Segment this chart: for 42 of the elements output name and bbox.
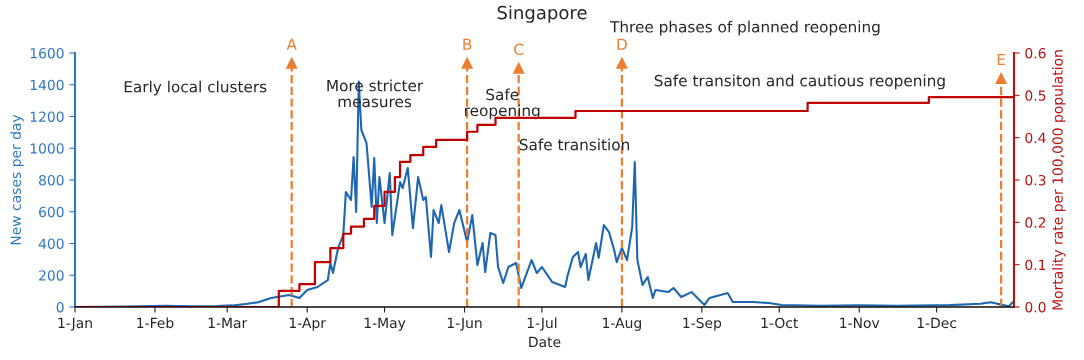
y2-axis-title: Mortality rate per 100,000 population: [1052, 50, 1066, 310]
annotation: Safe transition: [519, 138, 629, 151]
x-tick-label: 1-Jan: [58, 317, 92, 331]
x-tick-label: 1-Sep: [683, 317, 722, 331]
x-tick-label: 1-Jun: [447, 317, 482, 331]
ref-line-label: B: [463, 38, 472, 50]
y2-tick-label: 0.5: [1025, 90, 1046, 101]
x-tick-label: 1-May: [364, 317, 406, 331]
x-tick-label: 1-Nov: [840, 317, 880, 329]
x-tick-label: 1-Apr: [289, 317, 326, 331]
annotation: Safe transiton and cautious reopening: [654, 74, 945, 90]
x-axis-title: Date: [529, 336, 561, 348]
annotation: Early local clusters: [124, 80, 267, 96]
x-tick-label: 1-Mar: [208, 317, 248, 329]
y-tick-label: 800: [39, 174, 64, 186]
y-tick-label: 200: [39, 270, 64, 281]
text: Three phases of planned reopening: [609, 20, 880, 36]
y2-tick-label: 0.0: [1025, 301, 1046, 313]
y-tick-label: 600: [39, 206, 64, 218]
y-tick-label: 1000: [30, 143, 64, 154]
y2-tick-label: 0.2: [1025, 217, 1046, 228]
y2-tick-label: 0.6: [1025, 47, 1046, 59]
y-tick-label: 1400: [30, 79, 64, 91]
y-tick-label: 1200: [30, 111, 64, 122]
y-tick-label: 1600: [30, 47, 64, 59]
ref-line-label: E: [997, 53, 1005, 66]
y2-tick-label: 0.1: [1025, 259, 1046, 271]
ref-line-label: A: [286, 38, 297, 50]
x-tick-label: 1-Jul: [527, 317, 557, 331]
y-axis-title: New cases per day: [10, 114, 24, 245]
chart-title: Singapore: [497, 5, 587, 23]
ref-line-label: C: [514, 43, 524, 56]
annotation: Safe reopening: [465, 88, 540, 120]
x-tick-label: 1-Feb: [137, 317, 174, 329]
x-tick-label: 1-Oct: [761, 317, 799, 329]
y2-tick-label: 0.4: [1025, 132, 1046, 144]
ref-line-label: D: [617, 38, 627, 50]
y-tick-label: 400: [38, 238, 64, 249]
x-tick-label: 1-Dec: [917, 317, 957, 329]
y2-tick-label: 0.3: [1025, 174, 1046, 186]
y-tick-label: 0: [56, 301, 64, 313]
x-tick-label: 1-Aug: [603, 317, 641, 331]
